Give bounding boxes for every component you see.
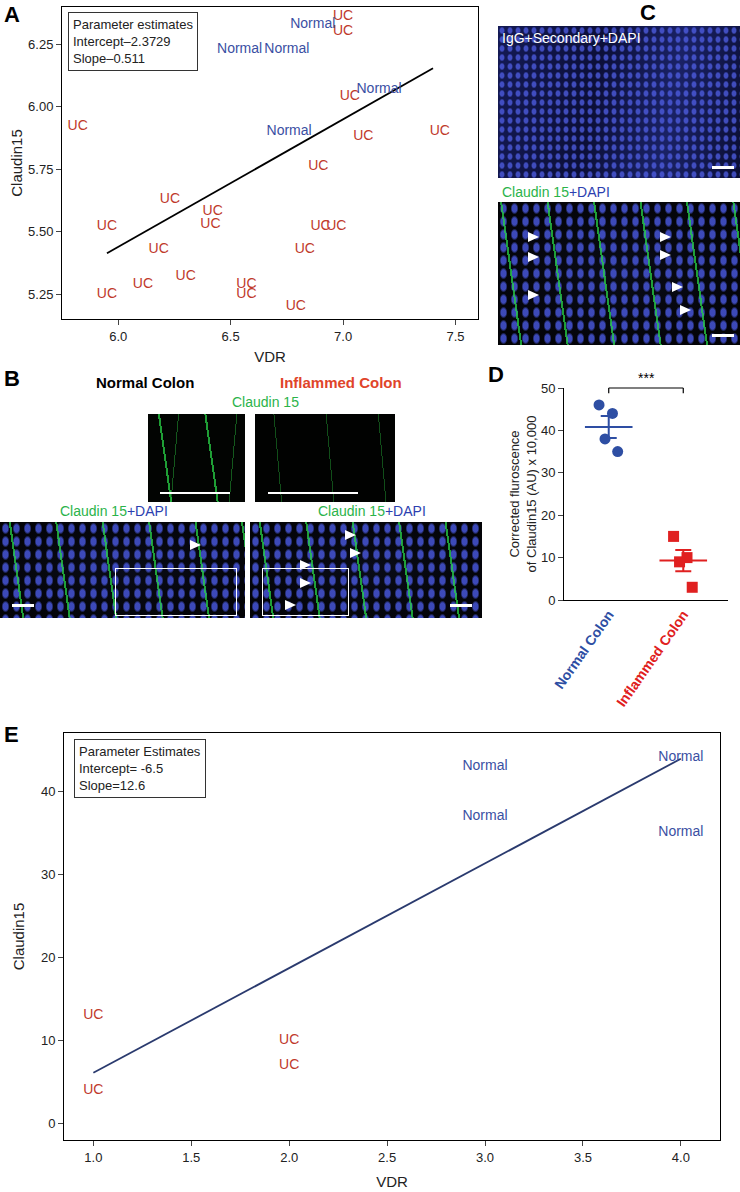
svg-text:UC: UC — [279, 1056, 299, 1072]
svg-text:6.0: 6.0 — [109, 329, 127, 344]
svg-text:7.0: 7.0 — [334, 329, 352, 344]
svg-text:2.0: 2.0 — [280, 1150, 298, 1165]
svg-text:20: 20 — [41, 950, 55, 965]
svg-text:10: 10 — [41, 1033, 55, 1048]
svg-text:Normal: Normal — [462, 757, 507, 773]
html-text:B: B — [4, 366, 20, 391]
svg-text:5.25: 5.25 — [28, 287, 53, 302]
svg-text:0: 0 — [548, 593, 555, 608]
svg-text:10: 10 — [541, 550, 555, 565]
svg-text:Normal: Normal — [264, 40, 309, 56]
svg-text:1.5: 1.5 — [182, 1150, 200, 1165]
svg-text:3.5: 3.5 — [574, 1150, 592, 1165]
svg-text:UC: UC — [279, 1031, 299, 1047]
svg-text:2.5: 2.5 — [378, 1150, 396, 1165]
svg-text:UC: UC — [236, 275, 256, 291]
svg-text:UC: UC — [83, 1081, 103, 1097]
html-text:Claudin 15: Claudin 15 — [232, 394, 299, 410]
svg-text:UC: UC — [97, 285, 117, 301]
svg-text:5.75: 5.75 — [28, 162, 53, 177]
svg-text:30: 30 — [541, 465, 555, 480]
svg-text:UC: UC — [176, 267, 196, 283]
svg-text:40: 40 — [41, 784, 55, 799]
svg-text:UC: UC — [310, 217, 330, 233]
svg-text:UC: UC — [340, 87, 360, 103]
svg-text:UC: UC — [133, 275, 153, 291]
svg-text:Normal: Normal — [290, 15, 335, 31]
svg-text:UC: UC — [200, 215, 220, 231]
svg-text:Normal: Normal — [462, 807, 507, 823]
svg-text:40: 40 — [541, 423, 555, 438]
svg-text:Normal Colon: Normal Colon — [551, 607, 617, 691]
svg-text:50: 50 — [541, 381, 555, 396]
svg-text:UC: UC — [326, 217, 346, 233]
svg-text:UC: UC — [97, 217, 117, 233]
svg-text:UC: UC — [203, 202, 223, 218]
svg-text:UC: UC — [286, 297, 306, 313]
html-text:Claudin 15 +DAPI: Claudin 15 +DAPI — [502, 184, 610, 200]
svg-text:30: 30 — [41, 867, 55, 882]
svg-text:UC: UC — [353, 127, 373, 143]
svg-text:UC: UC — [308, 157, 328, 173]
svg-text:Inflammed Colon: Inflammed Colon — [613, 607, 691, 709]
svg-text:Corrected fluroscenceof Claudi: Corrected fluroscenceof Claudin15 (AU) x… — [507, 416, 539, 573]
svg-text:UC: UC — [430, 122, 450, 138]
svg-text:5.50: 5.50 — [28, 224, 53, 239]
svg-text:UC: UC — [295, 240, 315, 256]
svg-text:3.0: 3.0 — [476, 1150, 494, 1165]
svg-text:Normal: Normal — [658, 823, 703, 839]
html-text:IgG+Secondary+DAPI: IgG+Secondary+DAPI — [502, 30, 641, 46]
svg-text:Normal: Normal — [267, 122, 312, 138]
svg-text:UC: UC — [83, 1006, 103, 1022]
svg-text:UC: UC — [333, 22, 353, 38]
svg-text:6.25: 6.25 — [28, 37, 53, 52]
svg-text:Normal: Normal — [356, 80, 401, 96]
html-text:C: C — [640, 0, 656, 25]
svg-text:UC: UC — [160, 190, 180, 206]
svg-text:1.0: 1.0 — [84, 1150, 102, 1165]
html-text:Claudin 15 +DAPI: Claudin 15 +DAPI — [60, 503, 168, 519]
svg-text:Claudin15: Claudin15 — [8, 129, 25, 197]
html-text:Inflammed Colon: Inflammed Colon — [280, 374, 402, 391]
html-text:D: D — [488, 362, 504, 387]
svg-text:VDR: VDR — [254, 348, 286, 365]
svg-text:VDR: VDR — [376, 1173, 408, 1190]
svg-text:Parameter EstimatesIntercept=: Parameter EstimatesIntercept= -6.5Slope=… — [79, 744, 201, 793]
svg-text:UC: UC — [149, 240, 169, 256]
svg-text:***: *** — [638, 370, 655, 386]
svg-text:0: 0 — [48, 1116, 55, 1131]
svg-text:Normal: Normal — [217, 40, 262, 56]
svg-text:Normal: Normal — [658, 748, 703, 764]
html-text:E: E — [4, 722, 19, 747]
svg-text:6.5: 6.5 — [222, 329, 240, 344]
html-text:Normal Colon: Normal Colon — [96, 374, 195, 391]
svg-text:7.5: 7.5 — [446, 329, 464, 344]
html-text:Claudin 15 +DAPI: Claudin 15 +DAPI — [318, 503, 426, 519]
svg-text:UC: UC — [68, 117, 88, 133]
svg-text:Claudin15: Claudin15 — [10, 903, 27, 971]
svg-text:20: 20 — [541, 508, 555, 523]
html-text:A: A — [4, 2, 20, 27]
svg-text:4.0: 4.0 — [672, 1150, 690, 1165]
svg-text:UC: UC — [236, 285, 256, 301]
svg-text:6.00: 6.00 — [28, 99, 53, 114]
svg-text:UC: UC — [333, 7, 353, 23]
svg-text:Parameter estimatesIntercept–2: Parameter estimatesIntercept–2.3729Slope… — [73, 17, 193, 66]
